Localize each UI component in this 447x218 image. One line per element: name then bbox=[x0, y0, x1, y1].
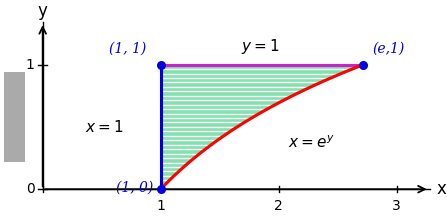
Text: (e,1): (e,1) bbox=[373, 42, 405, 56]
Text: 2: 2 bbox=[274, 199, 283, 213]
Text: $x = e^{y}$: $x = e^{y}$ bbox=[288, 135, 335, 152]
Text: y: y bbox=[38, 2, 48, 20]
Text: 3: 3 bbox=[392, 199, 401, 213]
Text: (1, 1): (1, 1) bbox=[109, 42, 146, 56]
Text: x: x bbox=[437, 180, 447, 198]
Text: 1: 1 bbox=[25, 58, 34, 72]
Text: $y = 1$: $y = 1$ bbox=[241, 37, 279, 56]
Text: 0: 0 bbox=[25, 182, 34, 196]
Text: 1: 1 bbox=[156, 199, 165, 213]
Bar bbox=[4, 72, 25, 162]
Text: $x = 1$: $x = 1$ bbox=[85, 119, 123, 135]
Text: (1, 0): (1, 0) bbox=[116, 180, 153, 194]
